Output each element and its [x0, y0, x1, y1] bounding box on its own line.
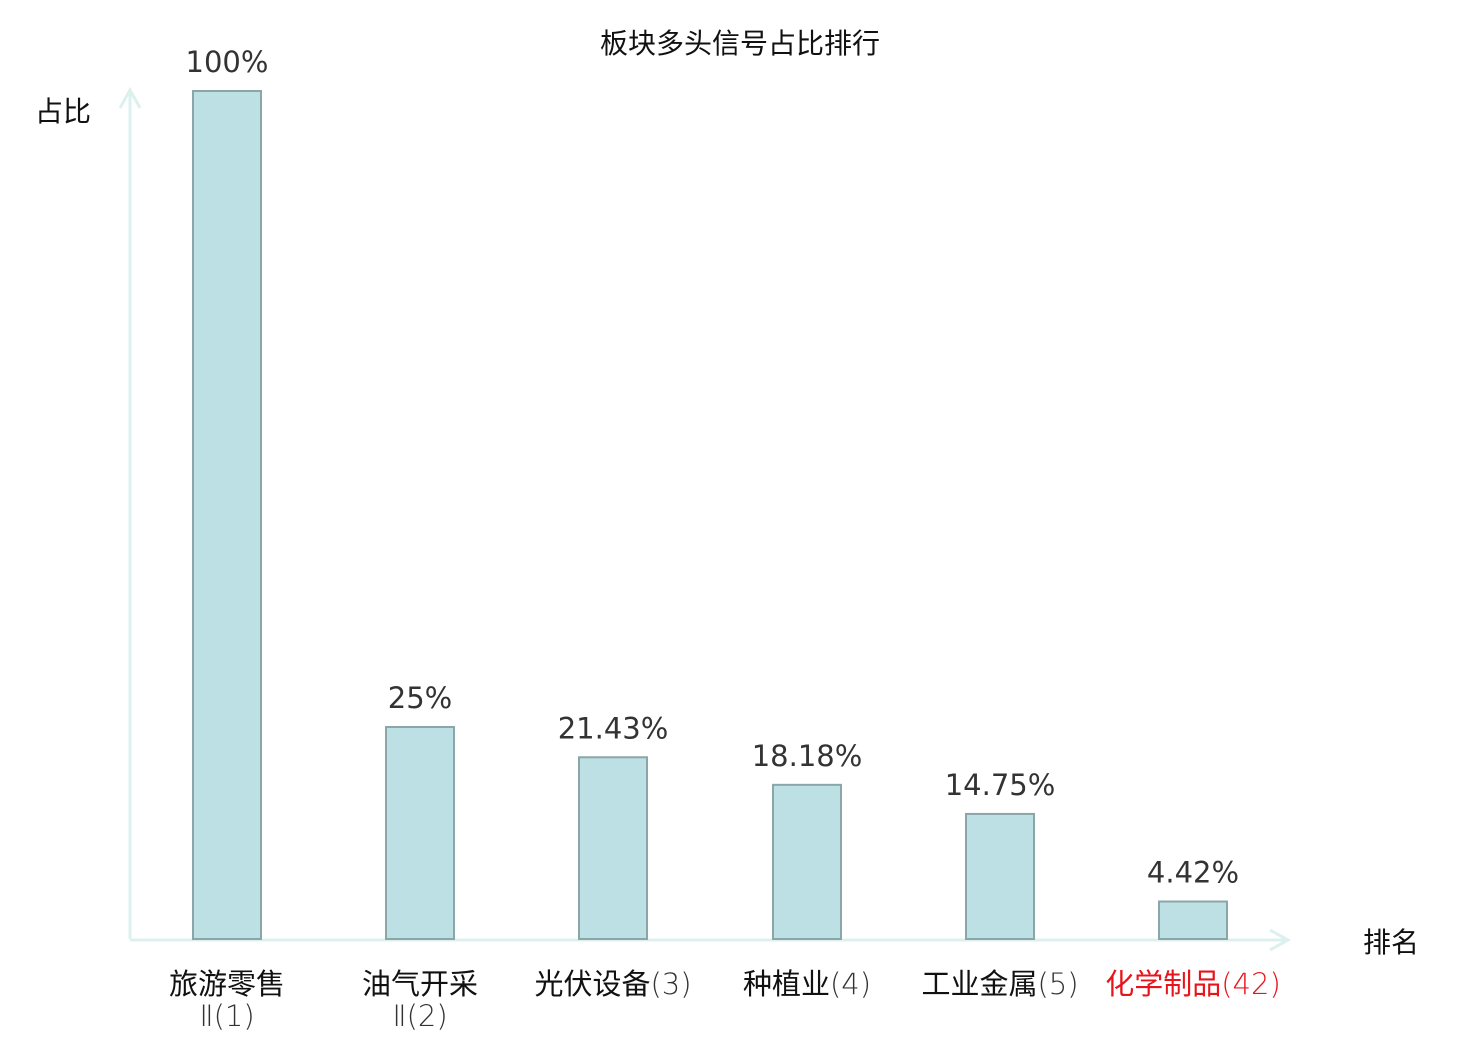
tick-label: 种植业(4) — [743, 967, 871, 1001]
y-axis-label: 占比 — [35, 95, 91, 128]
data-label: 14.75% — [945, 768, 1056, 802]
tick-label: 工业金属(5) — [921, 967, 1078, 1001]
bar — [965, 812, 1035, 940]
tick-label-line2: Ⅱ(1) — [199, 999, 254, 1033]
bar — [385, 726, 455, 940]
bar — [772, 783, 842, 941]
axes — [118, 86, 1292, 952]
data-label: 18.18% — [752, 739, 863, 773]
tick-label: 化学制品(42) — [1105, 967, 1281, 1001]
tick-label: 油气开采 — [362, 967, 478, 1001]
x-axis-label: 排名 — [1363, 926, 1419, 959]
y-axis-arrow-icon — [118, 86, 142, 109]
data-label: 100% — [186, 45, 269, 79]
data-label: 21.43% — [558, 711, 669, 745]
data-label: 4.42% — [1147, 856, 1239, 890]
data-label: 25% — [388, 681, 452, 715]
bar — [192, 90, 262, 940]
bar — [1158, 900, 1228, 940]
x-axis-arrow-icon — [1269, 928, 1292, 952]
bar — [578, 756, 648, 941]
tick-label: 光伏设备(3) — [534, 967, 691, 1001]
tick-label: 旅游零售 — [169, 967, 285, 1001]
tick-label-line2: Ⅱ(2) — [392, 999, 447, 1033]
chart-title: 板块多头信号占比排行 — [600, 27, 880, 60]
